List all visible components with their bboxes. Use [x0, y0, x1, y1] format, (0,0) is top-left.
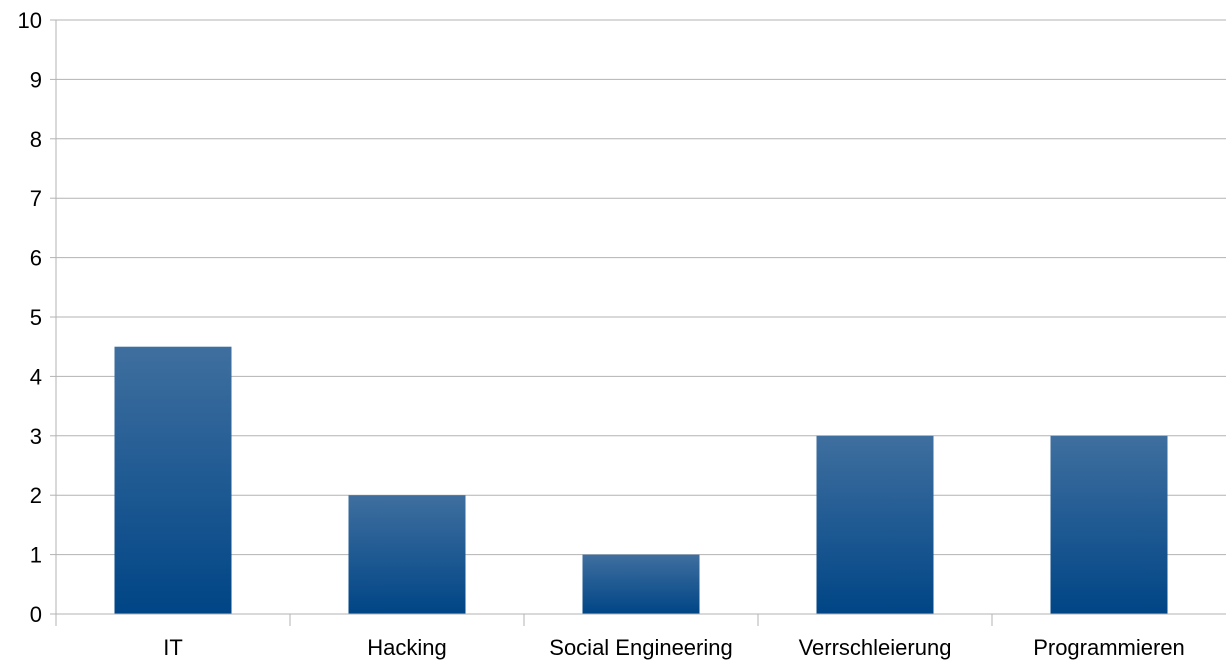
y-tick-label: 5 — [30, 305, 42, 330]
y-tick-label: 2 — [30, 483, 42, 508]
x-category-label: Hacking — [367, 635, 446, 660]
y-tick-label: 8 — [30, 127, 42, 152]
y-tick-label: 10 — [18, 8, 42, 33]
x-category-label: Programmieren — [1033, 635, 1185, 660]
bar-4 — [1050, 435, 1168, 614]
y-tick-label: 1 — [30, 543, 42, 568]
y-tick-label: 9 — [30, 67, 42, 92]
bar-0 — [114, 346, 232, 614]
y-tick-label: 3 — [30, 424, 42, 449]
x-category-label: Verrschleierung — [799, 635, 952, 660]
gridlines — [56, 19, 1226, 556]
y-tick-label: 0 — [30, 602, 42, 627]
x-category-label: Social Engineering — [549, 635, 732, 660]
axes — [50, 19, 1226, 626]
x-category-label: IT — [163, 635, 183, 660]
bar-1 — [348, 495, 466, 614]
bar-2 — [582, 554, 700, 614]
labels: 0 1 2 3 4 5 6 7 8 9 10 IT Hacking Social Engineering V… — [18, 8, 1185, 660]
y-tick-label: 6 — [30, 246, 42, 271]
y-tick-label: 7 — [30, 186, 42, 211]
bar-3 — [816, 435, 934, 614]
bars — [114, 346, 1168, 614]
y-tick-label: 4 — [30, 364, 42, 389]
